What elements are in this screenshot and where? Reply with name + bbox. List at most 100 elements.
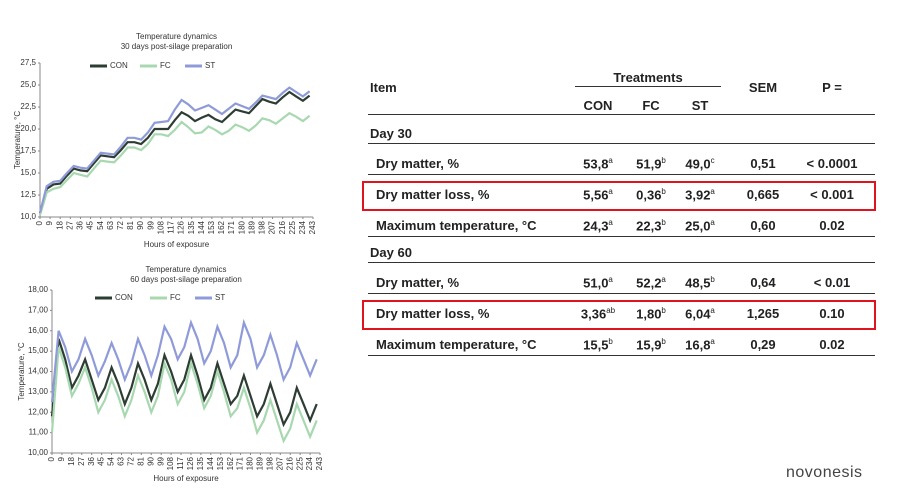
x-tick-label: 180 [246,456,255,470]
y-tick-label: 18,00 [28,285,49,294]
rule [368,293,875,294]
logo: novonesis [786,464,863,481]
cell-value: 6,04 [685,306,711,322]
legend-label: CON [115,293,133,302]
cell-value: 48,5 [685,275,711,291]
row-p: 0.10 [819,306,845,321]
x-tick-label: 216 [285,456,294,470]
rule [368,355,875,356]
x-tick-label: 144 [197,220,206,234]
cell-sup: b [710,275,715,284]
row-sem: 0,60 [750,218,776,233]
cell-sup: a [608,218,613,227]
x-tick-label: 63 [117,456,126,465]
cell: 3,36ab [581,306,615,321]
header-sem: SEM [748,80,778,95]
legend-label: FC [170,293,181,302]
x-axis-label: Hours of exposure [153,474,219,483]
x-tick-label: 108 [156,220,165,234]
row-p: < 0.0001 [806,156,858,171]
x-tick-label: 27 [77,456,86,465]
cell-value: 15,5 [583,337,609,353]
x-tick-label: 117 [167,220,176,233]
x-tick-label: 99 [146,220,155,229]
header-group: Treatments [613,70,683,85]
x-tick-label: 243 [315,456,324,470]
y-tick-label: 17,00 [28,305,49,314]
cell: 51,9b [636,156,666,171]
row-sem: 0,29 [750,337,776,352]
cell-sup: a [710,306,715,315]
x-tick-label: 216 [278,220,287,234]
cell-value: 16,8 [685,337,711,353]
cell-sup: a [710,337,715,346]
row-sem: 0,64 [750,275,776,290]
x-tick-label: 0 [47,456,56,461]
cell: 16,8a [685,337,715,352]
row-item: Maximum temperature, °C [376,337,537,352]
legend-label: ST [215,293,225,302]
header-item: Item [370,80,397,95]
row-p: 0.02 [819,337,845,352]
chart-title: Temperature dynamics [136,32,217,41]
y-tick-label: 14,00 [28,367,49,376]
x-tick-label: 9 [45,220,54,225]
x-tick-label: 72 [116,220,125,229]
cell-sup: b [661,306,666,315]
cell-value: 1,80 [636,306,662,322]
cell: 1,80b [636,306,666,321]
y-tick-label: 16,00 [28,326,49,335]
cell-value: 3,36 [580,306,607,322]
cell: 25,0a [685,218,715,233]
x-tick-label: 207 [275,456,284,470]
x-tick-label: 81 [126,220,135,229]
cell: 15,5b [583,337,613,352]
x-tick-label: 117 [176,456,185,469]
cell: 6,04a [685,306,715,321]
series-line [38,90,311,214]
row-sem: 1,265 [746,306,780,321]
y-axis-label: Temperature, °C [17,342,26,401]
cell-sup: b [661,156,666,165]
y-tick-label: 22,5 [20,102,36,111]
x-tick-label: 207 [268,220,277,234]
cell: 0,36b [636,187,666,202]
section-title: Day 60 [370,245,412,260]
x-tick-label: 198 [258,220,267,234]
cell: 22,3b [636,218,666,233]
y-tick-label: 11,00 [29,428,49,437]
y-tick-label: 17,5 [20,146,36,155]
cell-value: 5,56 [583,187,609,203]
x-tick-label: 99 [156,456,165,465]
x-tick-label: 162 [226,456,235,470]
cell-sup: a [661,275,666,284]
cell: 51,0a [583,275,613,290]
x-axis-label: Hours of exposure [144,240,210,249]
cell-value: 3,92 [685,187,711,203]
series-line [50,318,318,403]
cell: 15,9b [636,337,666,352]
x-tick-label: 108 [166,456,175,470]
y-tick-label: 10,00 [28,448,49,457]
rule [368,236,875,237]
x-tick-label: 243 [308,220,317,234]
row-p: 0.02 [819,218,845,233]
row-item: Dry matter loss, % [376,306,490,321]
header-col: CON [583,98,613,113]
y-tick-label: 12,00 [28,407,49,416]
section-title: Day 30 [370,126,412,141]
series-line [38,86,311,213]
x-tick-label: 9 [57,456,66,461]
cell-sup: b [661,218,666,227]
header-col: FC [642,98,660,113]
y-tick-label: 15,0 [20,168,36,177]
chart-subtitle: 30 days post-silage preparation [121,42,233,51]
series-line [50,346,318,444]
cell: 52,2a [636,275,666,290]
highlight-box [362,181,876,211]
cell-value: 52,2 [636,275,662,291]
x-tick-label: 45 [86,220,95,229]
row-item: Dry matter loss, % [376,187,490,202]
y-tick-label: 25,0 [20,80,36,89]
